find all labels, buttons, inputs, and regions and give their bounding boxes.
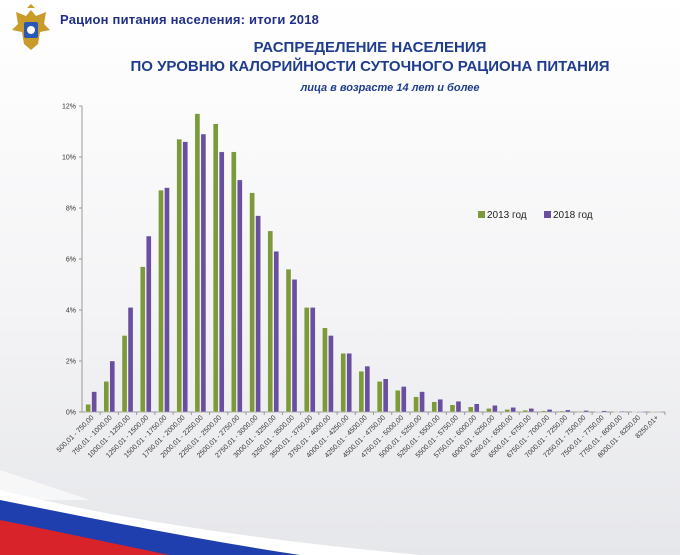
bar-2013 (140, 266, 146, 413)
bar-2013 (231, 151, 237, 413)
bar-2018 (109, 360, 115, 413)
bar-2018 (510, 407, 516, 413)
bar-2018 (164, 187, 170, 413)
bar-2018 (546, 409, 553, 413)
bar-2018 (474, 403, 480, 413)
bar-2013 (249, 192, 255, 413)
bar-2013 (158, 189, 164, 413)
bar-2013 (486, 408, 492, 413)
bar-2018 (455, 401, 462, 413)
bar-2018 (218, 151, 225, 413)
bar-2018 (419, 391, 425, 413)
bar-2018 (565, 409, 571, 413)
y-tick-label: 0% (66, 410, 76, 417)
bar-2018 (200, 133, 207, 413)
bar-2018 (638, 411, 644, 413)
bar-2018 (437, 399, 443, 413)
bar-2018 (583, 410, 589, 413)
bar-2013 (431, 401, 437, 413)
chart-title: РАСПРЕДЕЛЕНИЕ НАСЕЛЕНИЯ ПО УРОВНЮ КАЛОРИ… (0, 38, 680, 76)
bar-2018 (656, 411, 662, 413)
bar-2013 (613, 411, 620, 413)
bar-2013 (322, 327, 328, 413)
bar-2013 (522, 410, 529, 413)
bar-2013 (340, 353, 346, 413)
bar-2013 (504, 409, 510, 413)
bar-2018 (273, 251, 279, 413)
legend-label-2018: 2018 год (553, 210, 593, 221)
bar-2018 (291, 279, 298, 413)
bar-2018 (127, 307, 134, 413)
bar-2013 (304, 307, 310, 413)
bar-2018 (492, 405, 498, 413)
bar-2018 (146, 235, 152, 413)
chart-title-line1: РАСПРЕДЕЛЕНИЕ НАСЕЛЕНИЯ (253, 39, 487, 56)
bar-2018 (528, 408, 535, 413)
bar-2018 (364, 365, 371, 413)
bar-2013 (285, 269, 292, 413)
emblem-icon (12, 4, 50, 50)
bar-2013 (540, 410, 547, 413)
header-title: Рацион питания населения: итоги 2018 (60, 12, 320, 27)
bar-2013 (632, 411, 638, 413)
y-tick-label: 2% (66, 359, 76, 366)
bar-2013 (559, 410, 565, 413)
bar-2013 (395, 390, 401, 413)
bar-2013 (468, 406, 474, 413)
bar-2013 (176, 138, 182, 413)
y-tick-label: 8% (66, 206, 76, 213)
bar-2013 (85, 404, 91, 413)
bar-2013 (103, 381, 109, 413)
bar-2013 (194, 113, 201, 413)
bar-2013 (577, 411, 583, 413)
y-tick-label: 10% (62, 155, 76, 162)
bar-2013 (413, 396, 419, 413)
chart-title-line2: ПО УРОВНЮ КАЛОРИЙНОСТИ СУТОЧНОГО РАЦИОНА… (130, 58, 610, 75)
bar-2018 (310, 307, 316, 413)
bar-2018 (382, 378, 389, 413)
legend-label-2013: 2013 год (487, 210, 527, 221)
bar-2018 (255, 215, 261, 413)
bar-2013 (212, 123, 219, 413)
y-tick-label: 12% (62, 104, 76, 111)
bar-2018 (601, 410, 607, 413)
bar-2018 (328, 335, 334, 413)
bar-2018 (401, 386, 407, 413)
bar-2013 (376, 381, 383, 413)
chart-subtitle: лица в возрасте 14 лет и более (0, 82, 680, 94)
y-tick-label: 4% (66, 308, 76, 315)
bar-2013 (650, 411, 656, 413)
bar-2013 (267, 230, 273, 413)
bar-2018 (182, 141, 188, 413)
y-tick-label: 6% (66, 257, 76, 264)
chart-subtitle-text: лица в возрасте 14 лет и более (300, 82, 480, 94)
legend-swatch-2013 (478, 211, 485, 218)
bar-2013 (595, 411, 601, 413)
bar-2018 (619, 411, 626, 413)
legend-swatch-2018 (544, 211, 551, 218)
bar-2018 (237, 179, 243, 413)
bar-2013 (358, 371, 365, 413)
bar-2013 (121, 335, 128, 413)
bar-2018 (346, 353, 352, 413)
bar-2013 (449, 404, 456, 413)
bar-2018 (91, 391, 97, 413)
